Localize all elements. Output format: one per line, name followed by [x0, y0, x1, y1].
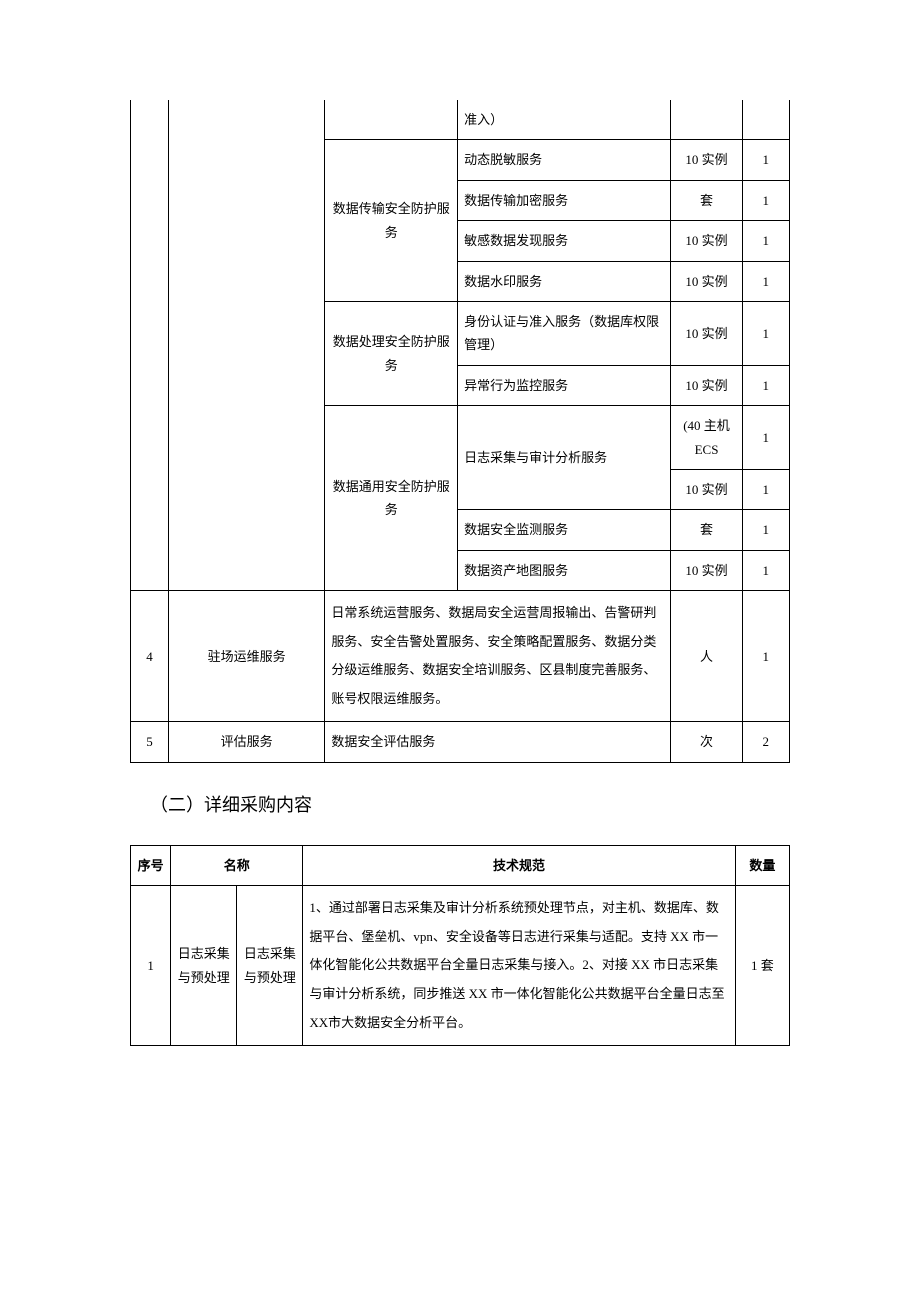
- t1-row4-unit: 人: [671, 591, 742, 722]
- t2-h3: 数量: [735, 845, 789, 885]
- t1-r8-c5: 1: [742, 469, 789, 509]
- t1-r3-c3: 敏感数据发现服务: [458, 221, 671, 261]
- t1-r0-c2: [325, 100, 458, 140]
- t2-r1-spec: 1、通过部署日志采集及审计分析系统预处理节点，对主机、数据库、数据平台、堡垒机、…: [303, 886, 735, 1046]
- t1-r6-c4: 10 实例: [671, 365, 742, 405]
- t1-r10-c3: 数据资产地图服务: [458, 550, 671, 590]
- t1-r2-c4: 套: [671, 180, 742, 220]
- t1-r0-c3: 准入）: [458, 100, 671, 140]
- t1-r8-c4: 10 实例: [671, 469, 742, 509]
- t1-c1-merged: [168, 100, 324, 591]
- t1-row5-unit: 次: [671, 722, 742, 762]
- t1-r5-c4: 10 实例: [671, 301, 742, 365]
- t1-group-processing: 数据处理安全防护服务: [325, 301, 458, 405]
- t1-r10-c4: 10 实例: [671, 550, 742, 590]
- t1-r6-c3: 异常行为监控服务: [458, 365, 671, 405]
- t1-r0-c4: [671, 100, 742, 140]
- t1-r5-c5: 1: [742, 301, 789, 365]
- t1-r7-c5: 1: [742, 406, 789, 470]
- t2-r1-qty: 1 套: [735, 886, 789, 1046]
- t2-h2: 技术规范: [303, 845, 735, 885]
- t1-row5-idx: 5: [131, 722, 169, 762]
- t1-row5-qty: 2: [742, 722, 789, 762]
- t1-r5-c3: 身份认证与准入服务（数据库权限管理）: [458, 301, 671, 365]
- t1-r1-c3: 动态脱敏服务: [458, 140, 671, 180]
- section-title: （二）详细采购内容: [150, 791, 790, 817]
- t1-r4-c4: 10 实例: [671, 261, 742, 301]
- t2-r1-idx: 1: [131, 886, 171, 1046]
- t2-r1-name1: 日志采集与预处理: [171, 886, 237, 1046]
- t1-row4-desc: 日常系统运营服务、数据局安全运营周报输出、告警研判服务、安全告警处置服务、安全策…: [325, 591, 671, 722]
- t1-row5-desc: 数据安全评估服务: [325, 722, 671, 762]
- t2-h1: 名称: [171, 845, 303, 885]
- t1-c0-merged: [131, 100, 169, 591]
- t1-r2-c3: 数据传输加密服务: [458, 180, 671, 220]
- t1-r4-c3: 数据水印服务: [458, 261, 671, 301]
- t1-row4-idx: 4: [131, 591, 169, 722]
- t1-r10-c5: 1: [742, 550, 789, 590]
- t2-h0: 序号: [131, 845, 171, 885]
- t1-r3-c5: 1: [742, 221, 789, 261]
- t1-r7-c4: (40 主机 ECS: [671, 406, 742, 470]
- t1-row4-qty: 1: [742, 591, 789, 722]
- t1-r1-c4: 10 实例: [671, 140, 742, 180]
- t1-r1-c5: 1: [742, 140, 789, 180]
- t1-row4-name: 驻场运维服务: [168, 591, 324, 722]
- t1-r6-c5: 1: [742, 365, 789, 405]
- t2-r1-name2: 日志采集与预处理: [237, 886, 303, 1046]
- detailed-procurement-table: 序号 名称 技术规范 数量 1 日志采集与预处理 日志采集与预处理 1、通过部署…: [130, 845, 790, 1046]
- t1-r9-c4: 套: [671, 510, 742, 550]
- t1-group-general: 数据通用安全防护服务: [325, 406, 458, 591]
- t1-r2-c5: 1: [742, 180, 789, 220]
- procurement-summary-table: 准入） 数据传输安全防护服务 动态脱敏服务 10 实例 1 数据传输加密服务 套…: [130, 100, 790, 763]
- t1-r7-c3: 日志采集与审计分析服务: [458, 406, 671, 510]
- t1-r9-c3: 数据安全监测服务: [458, 510, 671, 550]
- t1-r4-c5: 1: [742, 261, 789, 301]
- t1-row5-name: 评估服务: [168, 722, 324, 762]
- t1-r3-c4: 10 实例: [671, 221, 742, 261]
- t1-r0-c5: [742, 100, 789, 140]
- t1-r9-c5: 1: [742, 510, 789, 550]
- t1-group-transport: 数据传输安全防护服务: [325, 140, 458, 302]
